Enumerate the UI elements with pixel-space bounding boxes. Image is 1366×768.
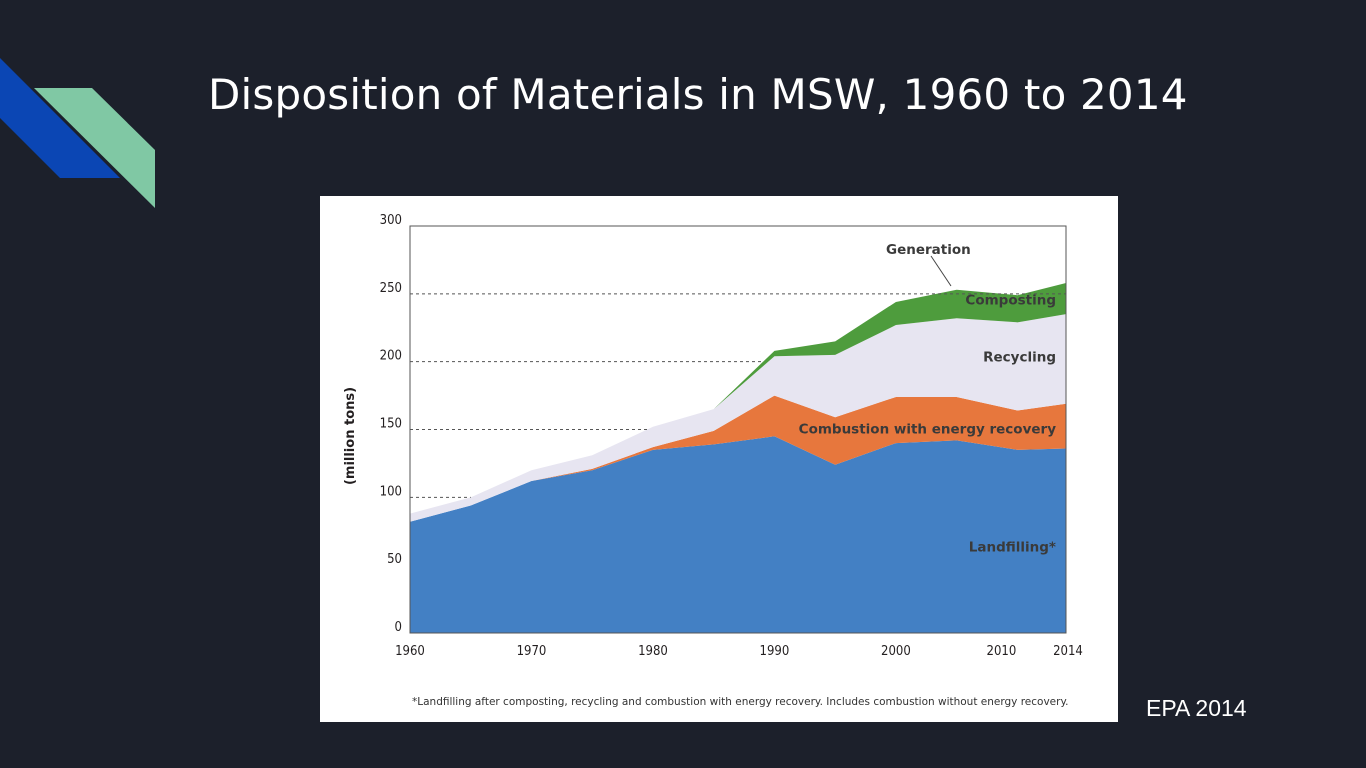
- series-label: Recycling: [983, 350, 1056, 366]
- area-recycling: [410, 314, 1066, 522]
- stacked-area-chart: 0 50 100 150 200 250 300 1960 1970 1980 1990 2000 2…: [343, 213, 1083, 708]
- y-tick-label: 300: [380, 213, 402, 228]
- y-tick-labels: 0 50 100 150 200 250 300: [380, 213, 402, 635]
- x-tick-label: 1980: [638, 644, 668, 659]
- x-tick-label: 2000: [881, 644, 911, 659]
- green-stripe-shape: [34, 88, 155, 208]
- gridline-layer: [410, 293, 1066, 498]
- generation-pointer-line: [930, 255, 952, 287]
- x-tick-label: 2014: [1053, 644, 1083, 659]
- y-tick-label: 250: [380, 281, 402, 296]
- x-tick-label: 1990: [760, 644, 790, 659]
- plot-frame: [409, 225, 1067, 634]
- y-tick-label: 200: [380, 349, 402, 364]
- generation-annotation: Generation: [886, 242, 971, 258]
- series-label: Composting: [965, 293, 1056, 309]
- area-combustion-with-energy-recovery: [410, 395, 1066, 522]
- y-tick-label: 0: [395, 620, 402, 635]
- y-tick-label: 150: [380, 417, 402, 432]
- x-tick-label: 2010: [987, 644, 1017, 659]
- y-tick-label: 100: [380, 484, 402, 499]
- chart-panel: 0 50 100 150 200 250 300 1960 1970 1980 1990 2000 2…: [320, 196, 1118, 722]
- chart-footnote: *Landfilling after composting, recycling…: [412, 696, 1069, 708]
- blue-stripe-shape: [0, 58, 120, 178]
- x-tick-label: 1970: [517, 644, 547, 659]
- series-label: Landfilling*: [969, 540, 1056, 556]
- y-tick-label: 50: [387, 552, 402, 567]
- source-citation: EPA 2014: [1146, 695, 1247, 721]
- y-axis-label: (million tons): [343, 387, 358, 485]
- area-composting: [410, 282, 1066, 514]
- x-tick-label: 1960: [395, 644, 425, 659]
- x-tick-labels: 1960 1970 1980 1990 2000 2010 2014: [395, 644, 1083, 659]
- area-layer: [410, 282, 1066, 633]
- series-label: Combustion with energy recovery: [799, 422, 1057, 438]
- slide-title: Disposition of Materials in MSW, 1960 to…: [208, 70, 1188, 119]
- corner-decoration: [0, 58, 155, 208]
- area-landfilling: [410, 436, 1066, 633]
- series-labels: Landfilling* Combustion with energy recov…: [799, 293, 1057, 556]
